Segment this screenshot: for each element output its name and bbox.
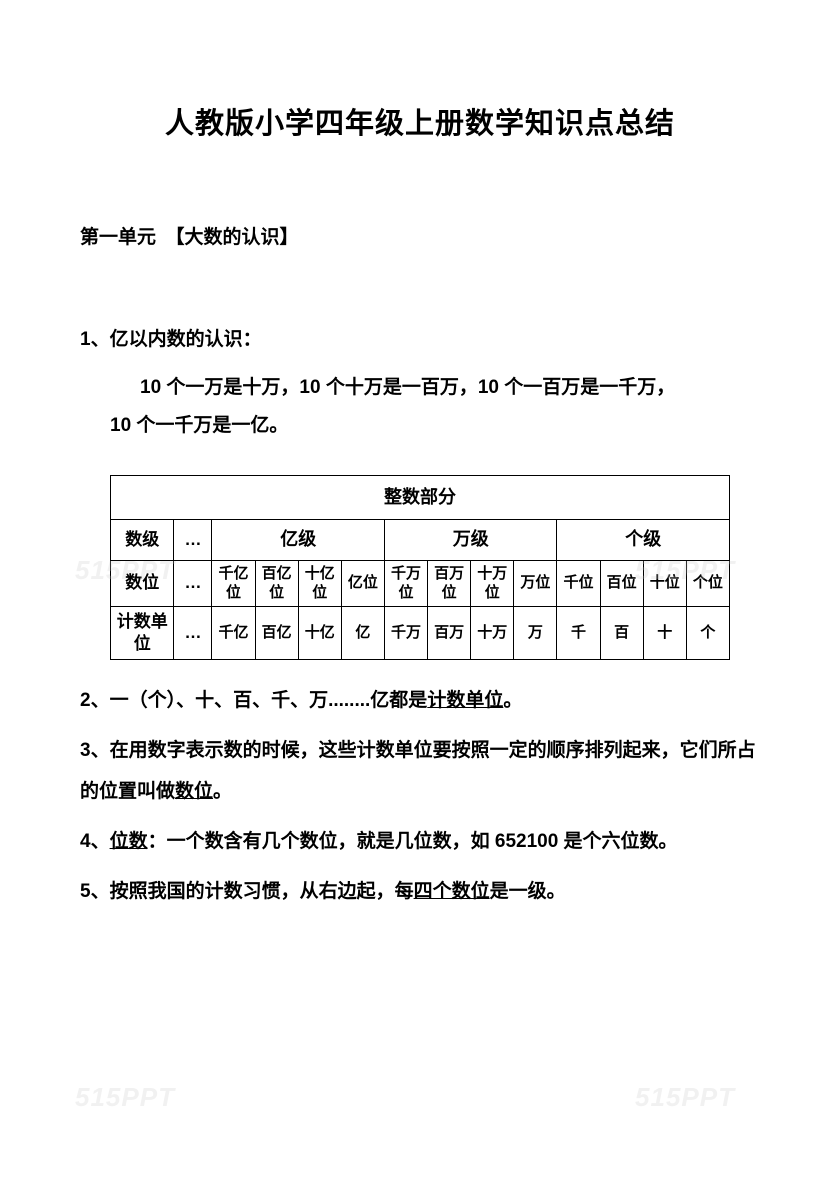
table-header: 整数部分 xyxy=(111,475,730,519)
point-5: 5、按照我国的计数习惯，从右边起，每四个数位是一级。 xyxy=(80,871,760,913)
point-3: 3、在用数字表示数的时候，这些计数单位要按照一定的顺序排列起来，它们所占的位置叫… xyxy=(80,730,760,814)
point-5-pre: 5、按照我国的计数习惯，从右边起，每 xyxy=(80,881,414,902)
point-4: 4、位数：一个数含有几个数位，就是几位数，如 652100 是个六位数。 xyxy=(80,821,760,863)
unit-cell: 十亿 xyxy=(298,606,341,659)
unit-cell: 个 xyxy=(686,606,729,659)
point-5-underline: 四个数位 xyxy=(414,881,490,902)
unit-cell: 亿 xyxy=(341,606,384,659)
group-yi: 亿级 xyxy=(212,520,385,560)
pos-cell: 亿位 xyxy=(341,560,384,606)
unit-heading: 第一单元 【大数的认识】 xyxy=(80,222,760,249)
point-4-underline: 位数 xyxy=(110,831,148,852)
point-4-pre: 4、 xyxy=(80,831,110,852)
unit-cell: 百 xyxy=(600,606,643,659)
group-ge: 个级 xyxy=(557,520,730,560)
group-wan: 万级 xyxy=(384,520,557,560)
point-1-line1: 10 个一万是十万，10 个十万是一百万，10 个一百万是一千万， xyxy=(80,369,760,407)
row-label-unit: 计数单位 xyxy=(111,606,174,659)
pos-cell: 百位 xyxy=(600,560,643,606)
unit-cell: 千 xyxy=(557,606,600,659)
unit-cell: 千万 xyxy=(384,606,427,659)
point-2-pre: 2、一（个）、十、百、千、万........亿都是 xyxy=(80,690,427,711)
watermark: 515PPT xyxy=(635,1082,735,1113)
pos-cell: 千亿位 xyxy=(212,560,255,606)
point-2-underline: 计数单位 xyxy=(427,690,503,711)
unit-cell: 万 xyxy=(514,606,557,659)
unit-cell: 千亿 xyxy=(212,606,255,659)
point-2: 2、一（个）、十、百、千、万........亿都是计数单位。 xyxy=(80,680,760,722)
pos-cell: 十亿位 xyxy=(298,560,341,606)
unit-cell: 百万 xyxy=(428,606,471,659)
pos-cell: 百亿位 xyxy=(255,560,298,606)
point-1-line2: 10 个一千万是一亿。 xyxy=(80,407,760,445)
pos-cell: 十位 xyxy=(643,560,686,606)
pos-cell: 万位 xyxy=(514,560,557,606)
dots: … xyxy=(174,606,212,659)
point-2-post: 。 xyxy=(503,690,522,711)
pos-cell: 十万位 xyxy=(471,560,514,606)
watermark: 515PPT xyxy=(75,1082,175,1113)
unit-cell: 十万 xyxy=(471,606,514,659)
point-1-label: 1、亿以内数的认识： xyxy=(80,319,760,361)
point-5-post: 是一级。 xyxy=(490,881,566,902)
dots: … xyxy=(174,520,212,560)
unit-cell: 十 xyxy=(643,606,686,659)
row-label-level: 数级 xyxy=(111,520,174,560)
pos-cell: 千万位 xyxy=(384,560,427,606)
pos-cell: 个位 xyxy=(686,560,729,606)
dots: … xyxy=(174,560,212,606)
point-3-post: 。 xyxy=(213,781,232,802)
unit-cell: 百亿 xyxy=(255,606,298,659)
row-label-position: 数位 xyxy=(111,560,174,606)
pos-cell: 千位 xyxy=(557,560,600,606)
point-4-post: ：一个数含有几个数位，就是几位数，如 652100 是个六位数。 xyxy=(148,831,678,852)
place-value-table: 整数部分 数级 … 亿级 万级 个级 数位 … 千亿位 百亿位 十亿位 亿位 千… xyxy=(110,475,730,660)
point-3-underline: 数位 xyxy=(175,781,213,802)
page-title: 人教版小学四年级上册数学知识点总结 xyxy=(80,100,760,142)
pos-cell: 百万位 xyxy=(428,560,471,606)
